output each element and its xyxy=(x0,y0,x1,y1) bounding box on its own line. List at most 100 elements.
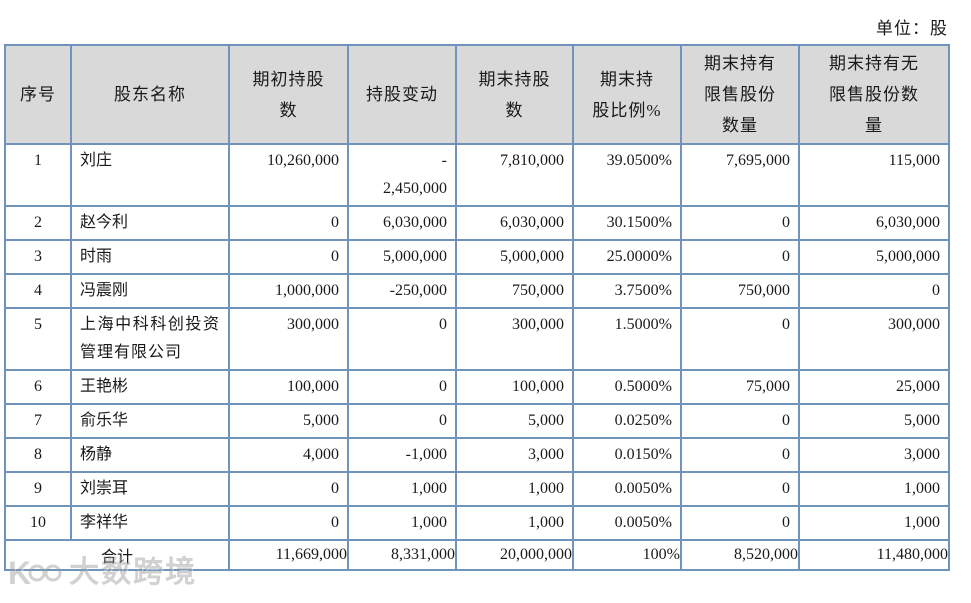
column-header-index: 序号 xyxy=(4,44,72,145)
table-row: 9 刘崇耳 0 1,000 1,000 0.0050% 0 1,000 xyxy=(4,471,950,507)
end-holdings-cell: 300,000 xyxy=(455,307,574,371)
end-ratio-cell: 0.0250% xyxy=(572,403,682,439)
column-header-end-holdings: 期末持股 数 xyxy=(455,44,574,145)
column-header-begin-holdings: 期初持股 数 xyxy=(228,44,349,145)
shareholder-name-cell: 上海中科科创投资管理有限公司 xyxy=(70,307,230,371)
total-ratio-cell: 100% xyxy=(572,539,682,571)
end-holdings-cell: 5,000,000 xyxy=(455,239,574,275)
table-row: 5 上海中科科创投资管理有限公司 300,000 0 300,000 1.500… xyxy=(4,307,950,371)
unrestricted-shares-cell: 1,000 xyxy=(798,505,950,541)
shareholder-name-cell: 刘庄 xyxy=(70,143,230,207)
holding-change-cell: 5,000,000 xyxy=(347,239,457,275)
begin-holdings-cell: 100,000 xyxy=(228,369,349,405)
unrestricted-shares-cell: 1,000 xyxy=(798,471,950,507)
begin-holdings-cell: 0 xyxy=(228,239,349,275)
holding-change-cell: 0 xyxy=(347,307,457,371)
unit-label: 单位：股 xyxy=(876,19,948,38)
restricted-shares-cell: 75,000 xyxy=(680,369,800,405)
holding-change-cell: 6,030,000 xyxy=(347,205,457,241)
table-row: 2 赵今利 0 6,030,000 6,030,000 30.1500% 0 6… xyxy=(4,205,950,241)
holding-change-cell: 0 xyxy=(347,369,457,405)
end-ratio-cell: 25.0000% xyxy=(572,239,682,275)
end-ratio-cell: 39.0500% xyxy=(572,143,682,207)
total-unrestricted-cell: 11,480,000 xyxy=(798,539,950,571)
total-change-cell: 8,331,000 xyxy=(347,539,457,571)
total-row: 合计 11,669,000 8,331,000 20,000,000 100% … xyxy=(4,539,950,571)
column-header-holding-change: 持股变动 xyxy=(347,44,457,145)
restricted-shares-cell: 0 xyxy=(680,437,800,473)
shareholder-name-cell: 俞乐华 xyxy=(70,403,230,439)
table-row: 4 冯震刚 1,000,000 -250,000 750,000 3.7500%… xyxy=(4,273,950,309)
table-header-row: 序号 股东名称 期初持股 数 持股变动 期末持股 数 期末持 股比例% 期末持有… xyxy=(4,44,950,145)
holding-change-cell: -1,000 xyxy=(347,437,457,473)
end-ratio-cell: 0.0050% xyxy=(572,471,682,507)
shareholder-name-cell: 赵今利 xyxy=(70,205,230,241)
restricted-shares-cell: 0 xyxy=(680,239,800,275)
shareholder-name-cell: 冯震刚 xyxy=(70,273,230,309)
restricted-shares-cell: 0 xyxy=(680,307,800,371)
row-index-cell: 4 xyxy=(4,273,72,309)
end-holdings-cell: 5,000 xyxy=(455,403,574,439)
begin-holdings-cell: 0 xyxy=(228,205,349,241)
unrestricted-shares-cell: 300,000 xyxy=(798,307,950,371)
unrestricted-shares-cell: 5,000,000 xyxy=(798,239,950,275)
end-ratio-cell: 0.0050% xyxy=(572,505,682,541)
restricted-shares-cell: 0 xyxy=(680,403,800,439)
table-row: 6 王艳彬 100,000 0 100,000 0.5000% 75,000 2… xyxy=(4,369,950,405)
total-begin-holdings-cell: 11,669,000 xyxy=(228,539,349,571)
total-label-cell: 合计 xyxy=(4,539,230,571)
table-row: 8 杨静 4,000 -1,000 3,000 0.0150% 0 3,000 xyxy=(4,437,950,473)
end-holdings-cell: 1,000 xyxy=(455,471,574,507)
total-end-holdings-cell: 20,000,000 xyxy=(455,539,574,571)
end-ratio-cell: 0.0150% xyxy=(572,437,682,473)
end-holdings-cell: 3,000 xyxy=(455,437,574,473)
column-header-restricted-shares: 期末持有 限售股份 数量 xyxy=(680,44,800,145)
row-index-cell: 2 xyxy=(4,205,72,241)
restricted-shares-cell: 7,695,000 xyxy=(680,143,800,207)
unrestricted-shares-cell: 3,000 xyxy=(798,437,950,473)
row-index-cell: 7 xyxy=(4,403,72,439)
row-index-cell: 9 xyxy=(4,471,72,507)
table-row: 10 李祥华 0 1,000 1,000 0.0050% 0 1,000 xyxy=(4,505,950,541)
unrestricted-shares-cell: 5,000 xyxy=(798,403,950,439)
restricted-shares-cell: 0 xyxy=(680,505,800,541)
table-row: 1 刘庄 10,260,000 - 2,450,000 7,810,000 39… xyxy=(4,143,950,207)
holding-change-cell: - 2,450,000 xyxy=(347,143,457,207)
shareholder-holdings-table: 序号 股东名称 期初持股 数 持股变动 期末持股 数 期末持 股比例% 期末持有… xyxy=(4,44,950,571)
begin-holdings-cell: 4,000 xyxy=(228,437,349,473)
column-header-end-ratio: 期末持 股比例% xyxy=(572,44,682,145)
unrestricted-shares-cell: 6,030,000 xyxy=(798,205,950,241)
unrestricted-shares-cell: 115,000 xyxy=(798,143,950,207)
unrestricted-shares-cell: 0 xyxy=(798,273,950,309)
end-ratio-cell: 0.5000% xyxy=(572,369,682,405)
table-body: 1 刘庄 10,260,000 - 2,450,000 7,810,000 39… xyxy=(4,143,950,541)
holding-change-cell: 0 xyxy=(347,403,457,439)
restricted-shares-cell: 750,000 xyxy=(680,273,800,309)
total-restricted-cell: 8,520,000 xyxy=(680,539,800,571)
end-holdings-cell: 7,810,000 xyxy=(455,143,574,207)
row-index-cell: 5 xyxy=(4,307,72,371)
unrestricted-shares-cell: 25,000 xyxy=(798,369,950,405)
begin-holdings-cell: 10,260,000 xyxy=(228,143,349,207)
holding-change-cell: 1,000 xyxy=(347,471,457,507)
holding-change-cell: 1,000 xyxy=(347,505,457,541)
end-ratio-cell: 30.1500% xyxy=(572,205,682,241)
shareholder-name-cell: 时雨 xyxy=(70,239,230,275)
begin-holdings-cell: 0 xyxy=(228,505,349,541)
end-holdings-cell: 100,000 xyxy=(455,369,574,405)
begin-holdings-cell: 0 xyxy=(228,471,349,507)
column-header-unrestricted-shares: 期末持有无 限售股份数 量 xyxy=(798,44,950,145)
holding-change-cell: -250,000 xyxy=(347,273,457,309)
end-holdings-cell: 750,000 xyxy=(455,273,574,309)
table-row: 3 时雨 0 5,000,000 5,000,000 25.0000% 0 5,… xyxy=(4,239,950,275)
end-holdings-cell: 6,030,000 xyxy=(455,205,574,241)
row-index-cell: 3 xyxy=(4,239,72,275)
end-ratio-cell: 1.5000% xyxy=(572,307,682,371)
begin-holdings-cell: 300,000 xyxy=(228,307,349,371)
end-holdings-cell: 1,000 xyxy=(455,505,574,541)
restricted-shares-cell: 0 xyxy=(680,471,800,507)
column-header-shareholder-name: 股东名称 xyxy=(70,44,230,145)
end-ratio-cell: 3.7500% xyxy=(572,273,682,309)
row-index-cell: 1 xyxy=(4,143,72,207)
